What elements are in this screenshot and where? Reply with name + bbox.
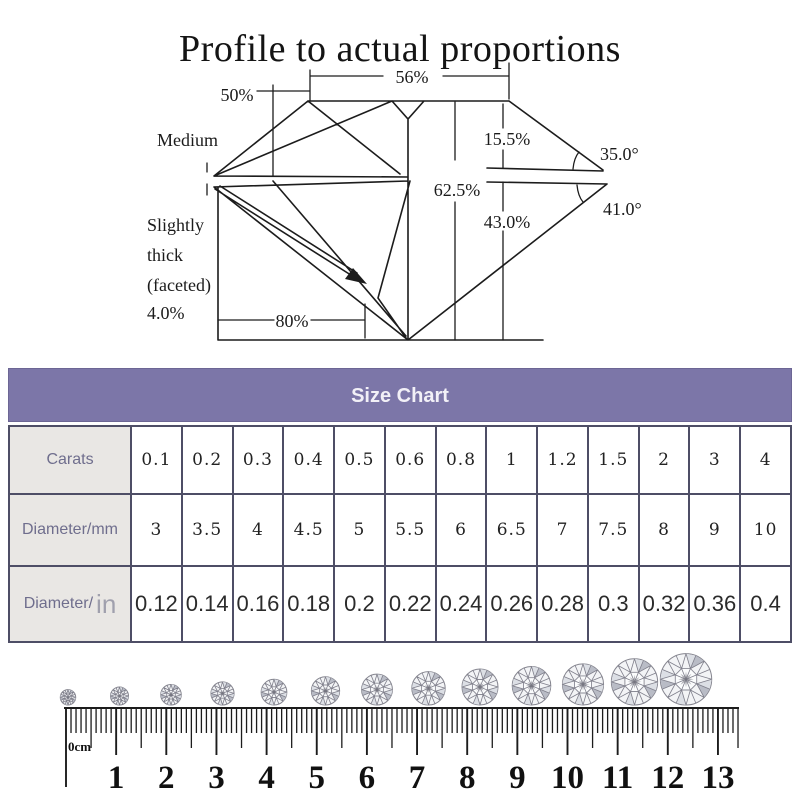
- ruler-number: 5: [309, 760, 326, 796]
- table-cell: 4.5: [283, 494, 335, 566]
- ruler-number: 1: [108, 760, 125, 796]
- diamond-image: [110, 686, 129, 706]
- table-cell: 6.5: [486, 494, 538, 566]
- label-table-width: 56%: [396, 67, 429, 87]
- label-pavilion-angle: 41.0°: [603, 199, 642, 219]
- table-cell: 0.3: [587, 566, 639, 642]
- label-girdle-desc-3: (faceted): [147, 275, 211, 296]
- table-cell: 8: [638, 494, 690, 566]
- diamond-image: [210, 681, 235, 706]
- label-girdle-desc-1: Slightly: [147, 215, 204, 235]
- ruler-number: 6: [359, 760, 376, 796]
- diamond-image: [361, 673, 393, 706]
- label-girdle-thickness: Medium: [157, 130, 218, 150]
- table-cell: 0.1: [131, 426, 182, 494]
- table-cell: 0.4: [740, 566, 791, 642]
- table-cell: 6: [435, 494, 487, 566]
- diamond-image: [610, 658, 659, 706]
- table-cell: 0.26: [486, 566, 538, 642]
- diamond-image: [160, 683, 182, 706]
- ruler-zero-label: 0cm: [68, 739, 91, 754]
- label-girdle-desc-2: thick: [147, 245, 183, 265]
- size-chart-table: Size Chart Carats 0.1 0.2 0.3 0.4 0.5 0.6 0.8 1 1…: [8, 368, 792, 643]
- table-cell: 0.16: [232, 566, 284, 642]
- table-cell: 0.28: [537, 566, 588, 642]
- label-star-length: 50%: [221, 85, 254, 105]
- table-cell: 0.3: [232, 426, 284, 494]
- table-cell: 0.2: [334, 566, 385, 642]
- row-label: Diameter/in: [9, 566, 131, 642]
- ruler-number: 2: [158, 760, 175, 796]
- ruler-number: 8: [459, 760, 476, 796]
- table-cell: 0.14: [181, 566, 233, 642]
- table-cell: 0.12: [131, 566, 182, 642]
- table-cell: 0.24: [435, 566, 487, 642]
- label-pavilion-depth: 43.0%: [484, 212, 531, 232]
- size-chart-header: Size Chart: [8, 368, 792, 422]
- diamond-image: [511, 665, 552, 706]
- label-total-depth: 62.5%: [434, 180, 481, 200]
- table-cell: 7.5: [587, 494, 639, 566]
- diamond-image: [411, 671, 446, 706]
- table-cell: 0.22: [384, 566, 436, 642]
- ruler-number: 3: [208, 760, 225, 796]
- ruler-number: 11: [602, 760, 633, 796]
- table-cell: 4: [232, 494, 284, 566]
- diamond-outline: [213, 100, 608, 341]
- table-cell: 0.32: [638, 566, 690, 642]
- table-cell: 3.5: [181, 494, 233, 566]
- page-title: Profile to actual proportions: [179, 28, 621, 71]
- ruler-number: 12: [651, 760, 684, 796]
- label-crown-angle: 35.0°: [600, 144, 639, 164]
- measure-lines: [206, 62, 584, 341]
- table-cell: 1.5: [587, 426, 639, 494]
- diamond-image: [659, 653, 713, 706]
- table-cell: 0.4: [283, 426, 335, 494]
- diamond-image: [561, 663, 605, 706]
- facet-arrowhead: [345, 268, 367, 284]
- table-cell: 0.36: [689, 566, 741, 642]
- ruler-number: 13: [701, 760, 734, 796]
- table-cell: 10: [740, 494, 791, 566]
- table-cell: 0.5: [334, 426, 385, 494]
- diamond-image: [310, 676, 341, 706]
- table-cell: 3: [689, 426, 741, 494]
- table-cell: 1: [486, 426, 538, 494]
- diamond-image: [260, 678, 288, 706]
- row-label: Carats: [9, 426, 131, 494]
- table-cell: 9: [689, 494, 741, 566]
- table-cell: 5: [334, 494, 385, 566]
- ruler-number: 7: [409, 760, 426, 796]
- ruler-number: 4: [258, 760, 275, 796]
- diamond-image: [59, 689, 77, 706]
- ruler-number: 9: [509, 760, 526, 796]
- table-cell: 0.2: [181, 426, 233, 494]
- table-cell: 7: [537, 494, 588, 566]
- table-cell: 2: [638, 426, 690, 494]
- table-cell: 0.6: [384, 426, 436, 494]
- table-cell: 4: [740, 426, 791, 494]
- size-chart-body: Carats 0.1 0.2 0.3 0.4 0.5 0.6 0.8 1 1.2 1.5 2 3 4 Dia…: [8, 425, 792, 643]
- table-cell: 3: [131, 494, 182, 566]
- row-label: Diameter/mm: [9, 494, 131, 566]
- table-cell: 1.2: [537, 426, 588, 494]
- label-girdle-pct: 4.0%: [147, 303, 185, 323]
- diamond-image: [461, 668, 499, 706]
- table-cell: 5.5: [384, 494, 436, 566]
- table-cell: 0.18: [283, 566, 335, 642]
- table-cell: 0.8: [435, 426, 487, 494]
- label-lower-half: 80%: [276, 311, 309, 331]
- label-crown-height: 15.5%: [484, 129, 531, 149]
- ruler-number: 10: [551, 760, 584, 796]
